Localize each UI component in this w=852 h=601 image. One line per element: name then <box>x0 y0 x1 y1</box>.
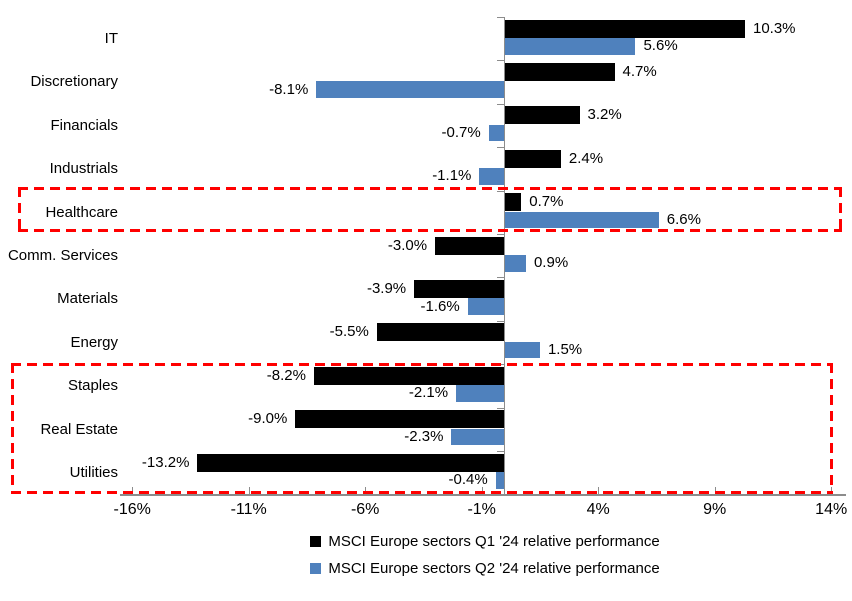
category-label: Discretionary <box>30 73 118 91</box>
value-label: 6.6% <box>666 210 701 228</box>
value-label: -13.2% <box>141 453 190 471</box>
value-axis-tick <box>598 487 600 494</box>
value-axis-tick <box>365 487 367 494</box>
value-label: -1.6% <box>420 297 460 315</box>
legend-item-q2: MSCI Europe sectors Q2 '24 relative perf… <box>310 560 660 577</box>
bar-q2 <box>467 298 505 315</box>
value-axis-tick <box>132 487 134 494</box>
value-label: -2.3% <box>404 427 444 445</box>
value-label: 3.2% <box>587 106 622 124</box>
dashed-border-top <box>11 363 833 366</box>
category-axis-tick <box>497 451 504 452</box>
category-axis-tick <box>497 234 504 235</box>
value-label: -5.5% <box>329 323 369 341</box>
category-axis-tick <box>497 60 504 62</box>
value-label: 0.9% <box>533 254 569 272</box>
value-axis-tick-label: 14% <box>815 501 848 518</box>
bar-q1 <box>505 149 561 168</box>
category-axis-tick <box>497 190 504 192</box>
bar-q1 <box>313 366 505 385</box>
value-axis-tick <box>714 487 716 494</box>
value-label: -8.2% <box>266 366 306 384</box>
value-label: -1.1% <box>432 167 472 185</box>
value-label: -2.1% <box>408 384 449 402</box>
value-label: -3.9% <box>366 279 407 297</box>
value-axis-tick-label: -1% <box>467 501 496 518</box>
bar-q1 <box>505 106 580 125</box>
value-label: -0.4% <box>448 471 488 489</box>
value-axis-line <box>120 494 846 496</box>
bar-q2 <box>505 341 540 359</box>
value-axis-tick-label: -11% <box>230 501 267 518</box>
bar-q2 <box>488 124 505 142</box>
value-label: -0.7% <box>441 124 481 142</box>
category-axis-line <box>503 17 505 495</box>
bar-q2 <box>505 38 636 55</box>
bar-q2 <box>316 81 505 98</box>
value-axis-tick-label: -6% <box>350 501 380 518</box>
legend-swatch-q1 <box>310 536 322 547</box>
category-label: Staples <box>67 377 118 395</box>
value-label: 10.3% <box>752 19 796 37</box>
bar-q2 <box>505 211 659 229</box>
category-label: Industrials <box>49 160 118 178</box>
value-axis-tick <box>481 487 483 494</box>
bar-q1 <box>505 62 615 81</box>
value-label: -3.0% <box>387 236 428 254</box>
category-label: Utilities <box>69 464 118 481</box>
bar-q2 <box>495 472 505 489</box>
legend-label-q1: MSCI Europe sectors Q1 '24 relative perf… <box>328 533 660 550</box>
value-axis-tick <box>831 487 833 494</box>
value-label: 2.4% <box>568 149 604 167</box>
value-label: -8.1% <box>269 80 309 98</box>
value-label: -9.0% <box>248 410 288 428</box>
bar-q1 <box>505 19 745 38</box>
dashed-border-bottom <box>18 229 842 232</box>
category-label: Comm. Services <box>7 247 118 264</box>
legend-swatch-q2 <box>310 563 322 574</box>
value-label: 5.6% <box>643 37 678 55</box>
category-axis-tick <box>497 407 504 409</box>
legend-item-q1: MSCI Europe sectors Q1 '24 relative perf… <box>310 533 660 550</box>
category-label: Materials <box>57 290 118 308</box>
bar-q1 <box>197 453 505 472</box>
value-axis-tick <box>248 487 250 494</box>
category-label: IT <box>104 30 118 47</box>
value-label: 4.7% <box>622 62 657 80</box>
bar-q2 <box>479 168 505 185</box>
legend: MSCI Europe sectors Q1 '24 relative perf… <box>130 533 840 577</box>
value-axis-tick-label: 4% <box>586 501 610 518</box>
highlight-box-healthcare <box>18 187 842 232</box>
category-label: Financials <box>50 116 118 134</box>
bar-q1 <box>435 236 505 255</box>
legend-label-q2: MSCI Europe sectors Q2 '24 relative perf… <box>328 560 660 577</box>
value-label: 1.5% <box>547 341 583 359</box>
category-axis-tick <box>497 147 504 149</box>
category-label: Real Estate <box>40 420 118 438</box>
bar-q2 <box>451 428 505 446</box>
category-label: Healthcare <box>45 203 118 221</box>
bar-q2 <box>505 255 526 272</box>
category-axis-tick <box>497 103 504 105</box>
category-label: Energy <box>70 333 118 351</box>
value-axis-tick-label: 9% <box>703 501 727 518</box>
bar-q1 <box>295 410 505 429</box>
dashed-border-right <box>839 187 842 232</box>
bar-q1 <box>505 193 522 212</box>
value-label: 0.7% <box>529 193 564 211</box>
dashed-border-right <box>830 363 833 494</box>
bar-q2 <box>456 385 505 402</box>
dashed-border-top <box>18 187 842 190</box>
value-axis-tick-label: -16% <box>113 501 151 518</box>
category-axis-tick <box>497 320 504 322</box>
bar-q1 <box>376 323 505 342</box>
category-axis-tick <box>497 17 504 18</box>
category-axis-tick <box>497 277 504 279</box>
bar-q1 <box>414 279 505 298</box>
